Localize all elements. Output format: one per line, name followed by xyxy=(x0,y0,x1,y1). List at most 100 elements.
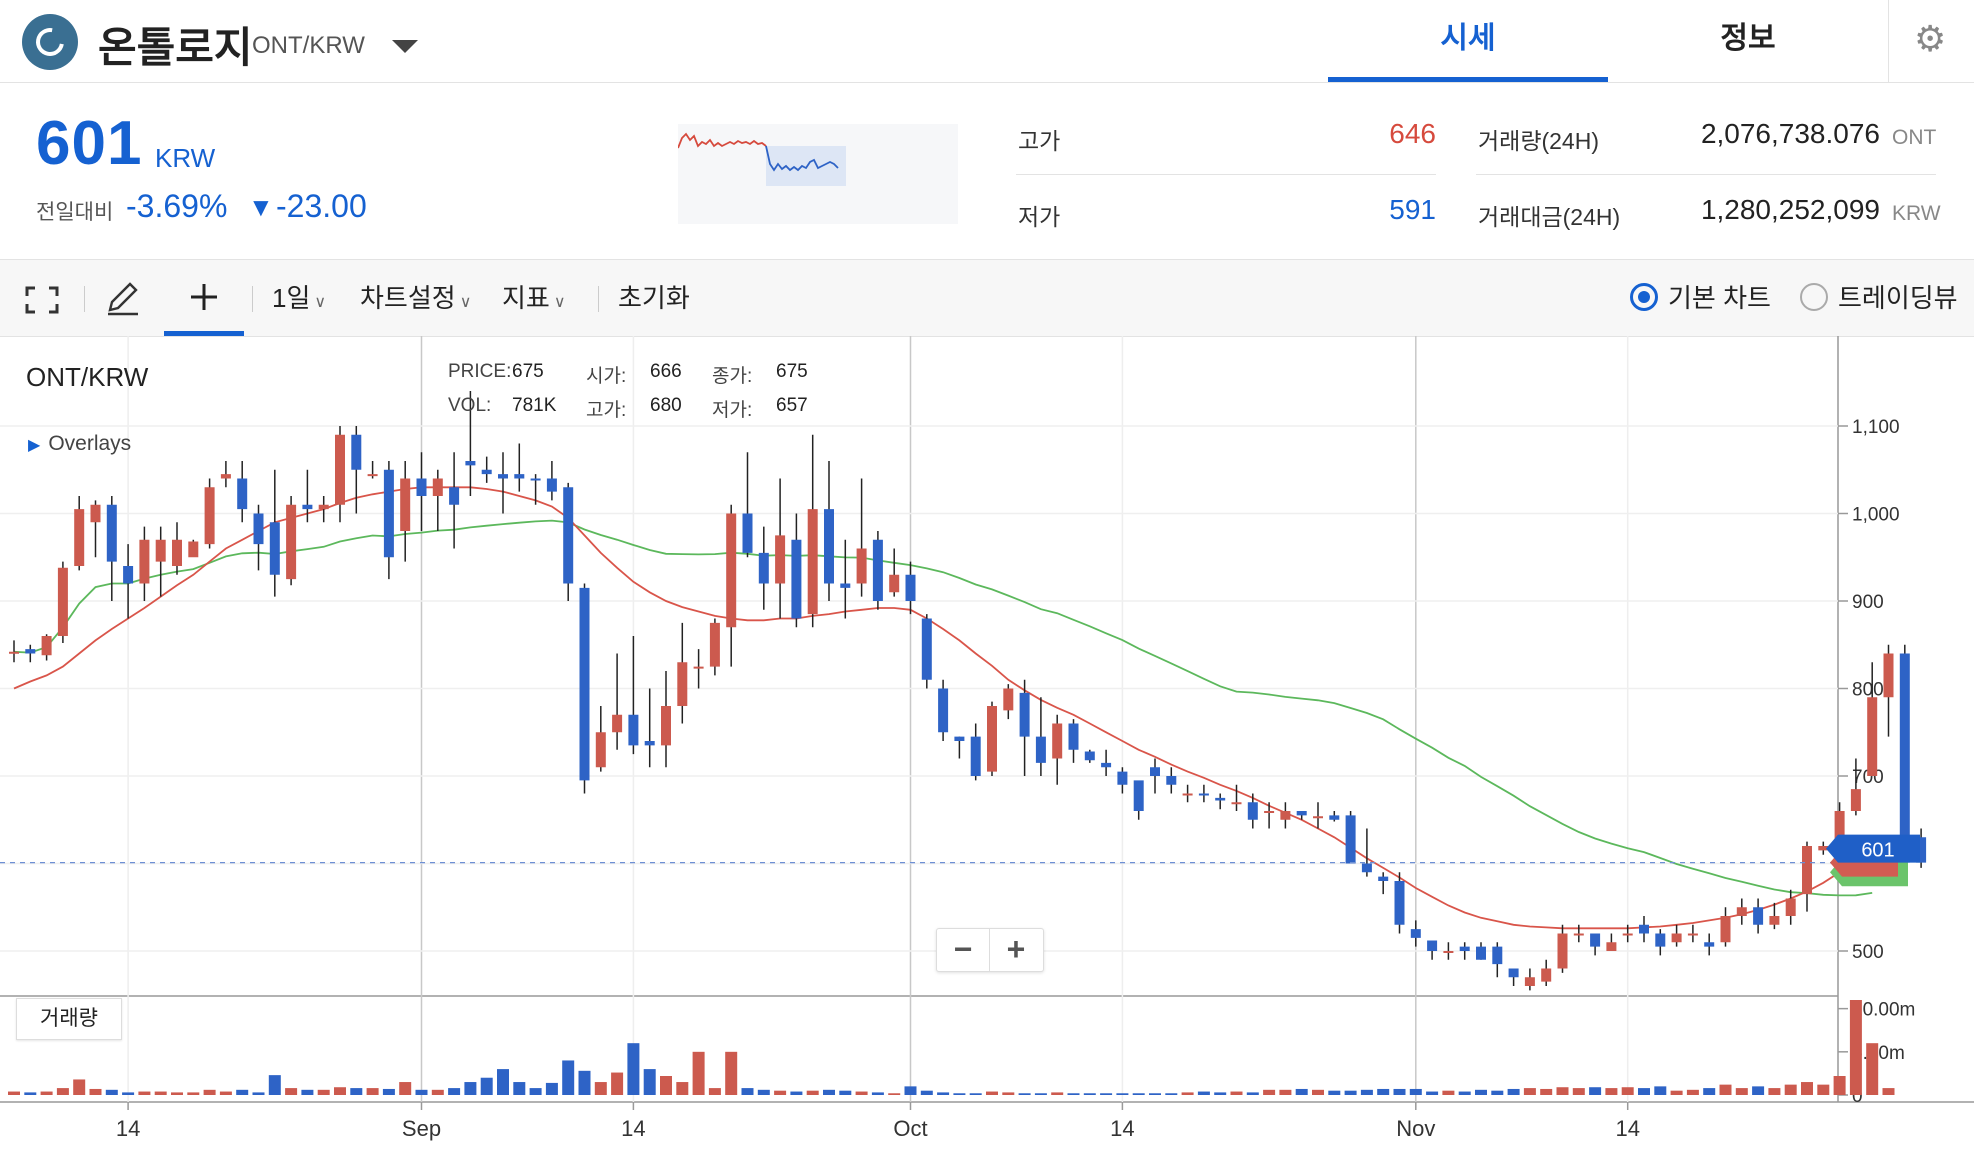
toolbar-separator xyxy=(84,286,85,312)
candle-body xyxy=(74,509,85,566)
candle-body xyxy=(383,469,394,558)
candle-body xyxy=(1247,802,1258,820)
candle-body xyxy=(367,474,378,477)
low-label: 저가 xyxy=(1018,204,1061,230)
chart-settings-dropdown[interactable]: 차트설정 ∨ xyxy=(360,260,471,336)
volume-bar xyxy=(839,1090,852,1095)
candle-body xyxy=(335,434,345,505)
overlays-toggle[interactable]: ▶ Overlays xyxy=(28,432,131,456)
zoom-out-button[interactable]: − xyxy=(937,929,990,971)
chevron-down-icon: ∨ xyxy=(314,294,327,311)
candle-body xyxy=(41,636,52,656)
candle-body xyxy=(579,587,590,781)
candle-body xyxy=(220,474,231,479)
candle-body xyxy=(302,504,313,510)
volume-tick-label: 0 xyxy=(1852,1086,1863,1107)
candle-body xyxy=(644,741,655,746)
candle-body xyxy=(1345,815,1356,864)
volume-bar xyxy=(187,1092,200,1095)
draw-button[interactable] xyxy=(104,260,144,336)
volume-bar xyxy=(1409,1088,1422,1095)
tradingview-label[interactable]: 트레이딩뷰 xyxy=(1838,283,1958,313)
volume-bar xyxy=(855,1091,868,1095)
volume-bar xyxy=(219,1091,232,1095)
tab-info[interactable]: 정보 xyxy=(1720,22,1776,55)
crosshair-button[interactable] xyxy=(164,260,244,336)
candle-body xyxy=(90,504,101,523)
candle-body xyxy=(677,662,688,706)
candle-body xyxy=(318,504,329,510)
volume-bar xyxy=(415,1089,428,1095)
info-close-key: 종가: xyxy=(712,366,753,387)
volume-bar xyxy=(1034,1093,1047,1095)
price-unit: KRW xyxy=(155,143,216,173)
candle-body xyxy=(612,714,623,733)
candle-body xyxy=(253,513,264,545)
volume-bar xyxy=(24,1092,37,1095)
volume-bar xyxy=(1507,1088,1520,1095)
candle-body xyxy=(709,622,720,667)
mini-chart-line-up xyxy=(678,132,767,149)
volume-bar xyxy=(138,1091,151,1095)
x-tick-label: 14 xyxy=(1615,1116,1639,1141)
fullscreen-button[interactable] xyxy=(24,260,64,336)
candle-body xyxy=(1427,940,1438,951)
mini-price-chart xyxy=(678,124,958,224)
volume-bar xyxy=(562,1060,575,1095)
volume-bar xyxy=(1801,1082,1813,1095)
ontology-logo-icon xyxy=(22,14,78,70)
y-tick-label: 500 xyxy=(1852,942,1884,963)
candle-body xyxy=(1459,946,1470,951)
ma-long-line xyxy=(13,519,1873,897)
candle-body xyxy=(1916,837,1927,863)
basic-chart-label[interactable]: 기본 차트 xyxy=(1668,283,1771,313)
coin-select-chevron-down-icon[interactable] xyxy=(392,40,418,53)
volume-bar xyxy=(1670,1090,1683,1095)
volume-bar xyxy=(757,1089,770,1095)
candle-body xyxy=(1019,692,1030,737)
volume-bar xyxy=(1735,1088,1748,1095)
change-rate: -3.69% xyxy=(126,188,228,224)
candle-body xyxy=(807,509,818,615)
settings-button[interactable]: ⚙ xyxy=(1888,0,1974,82)
indicators-label: 지표 xyxy=(502,283,550,313)
tab-market-price[interactable]: 시세 xyxy=(1328,0,1608,82)
candle-body xyxy=(546,478,557,492)
pencil-icon xyxy=(108,282,138,316)
volume-bar xyxy=(1214,1092,1227,1095)
info-open-value: 666 xyxy=(650,361,682,382)
candle-body xyxy=(123,566,134,584)
volume-bar xyxy=(643,1069,656,1095)
volume-bar xyxy=(1475,1089,1487,1095)
candle-body xyxy=(1850,789,1861,811)
candle-body xyxy=(1133,780,1144,811)
basic-chart-radio[interactable] xyxy=(1630,283,1658,311)
candle-body xyxy=(1899,653,1910,863)
candle-body xyxy=(286,504,297,580)
volume-bar xyxy=(741,1088,754,1095)
period-dropdown[interactable]: 1일 ∨ xyxy=(272,260,326,336)
volume-24h-unit: ONT xyxy=(1892,126,1937,149)
header: 온톨로지 ONT/KRW 시세 정보 ⚙ xyxy=(0,0,1974,83)
info-low-key: 저가: xyxy=(712,400,753,421)
tradingview-radio[interactable] xyxy=(1800,283,1828,311)
zoom-in-button[interactable]: + xyxy=(1006,931,1026,967)
info-price-value: 675 xyxy=(512,361,544,382)
volume-bar xyxy=(1719,1084,1732,1095)
volume-bar xyxy=(823,1089,835,1095)
candle-body xyxy=(889,574,900,593)
volume-bar xyxy=(334,1087,346,1095)
price-chart[interactable]: 14 Sep 14 Oct 14 Nov 145007008009001,0001,1000… xyxy=(0,336,1974,1160)
volume-bar xyxy=(448,1088,461,1095)
indicators-dropdown[interactable]: 지표 ∨ xyxy=(502,260,566,336)
volume-bar xyxy=(154,1091,167,1095)
stats-divider xyxy=(1016,174,1436,175)
candle-body xyxy=(1182,793,1193,796)
chart-toolbar: 1일 ∨ 차트설정 ∨ 지표 ∨ 초기화 기본 차트 트레이딩뷰 xyxy=(0,259,1974,337)
info-close-value: 675 xyxy=(776,361,808,382)
candle-body xyxy=(1443,951,1454,953)
chart-settings-label: 차트설정 xyxy=(360,283,456,313)
volume-bar xyxy=(1458,1091,1471,1095)
volume-bar xyxy=(1067,1093,1080,1095)
reset-button[interactable]: 초기화 xyxy=(618,283,690,313)
